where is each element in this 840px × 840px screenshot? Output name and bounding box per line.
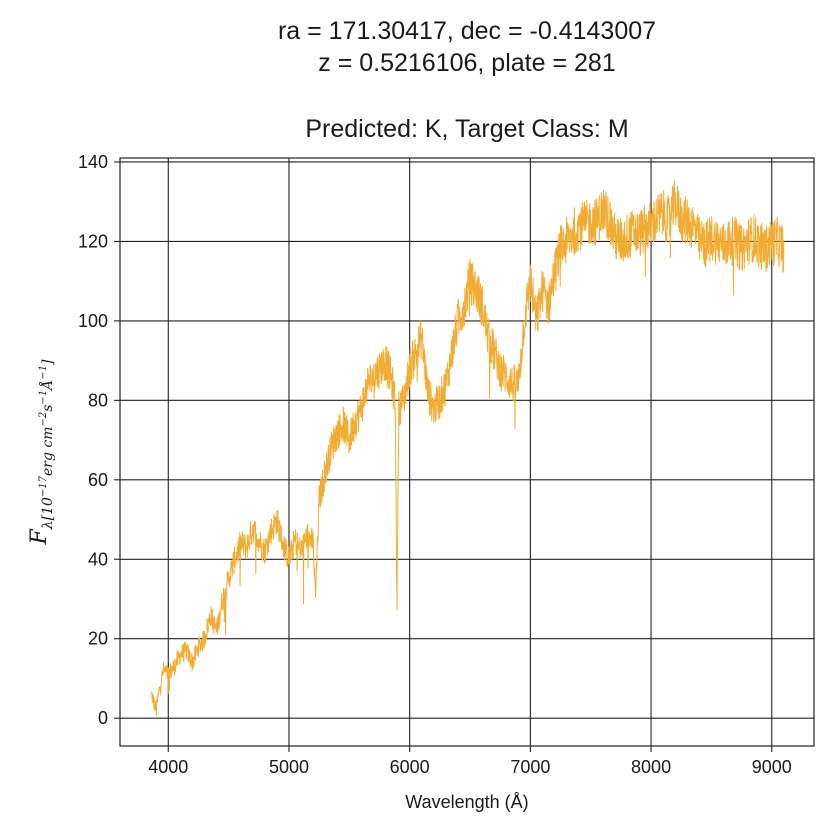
y-tick-label: 100	[78, 311, 108, 331]
x-tick-label: 6000	[390, 757, 430, 777]
y-tick-label: 140	[78, 152, 108, 172]
x-tick-label: 9000	[752, 757, 792, 777]
plot-frame	[119, 157, 815, 747]
y-tick-label: 80	[88, 390, 108, 410]
flux-line	[150, 180, 785, 716]
chart-title-line-2: z = 0.5216106, plate = 281	[318, 49, 616, 77]
y-tick-label: 20	[88, 629, 108, 649]
y-axis-ticks: 0 20 40 60 80 100 120 140	[78, 152, 120, 728]
y-tick-label: 40	[88, 549, 108, 569]
y-axis-label: Fλ[10−17erg cm−2s−1Å−1]	[27, 359, 56, 546]
x-axis-ticks: 4000 5000 6000 7000 8000 9000	[148, 746, 792, 777]
y-tick-label: 0	[98, 708, 108, 728]
x-axis-label: Wavelength (Å)	[405, 792, 528, 812]
x-tick-label: 8000	[631, 757, 671, 777]
chart-title-line-1: ra = 171.30417, dec = -0.4143007	[277, 17, 657, 45]
y-tick-label: 120	[78, 231, 108, 251]
y-tick-label: 60	[88, 470, 108, 490]
chart-title-line-3: Predicted: K, Target Class: M	[305, 115, 629, 143]
x-tick-label: 7000	[510, 757, 550, 777]
x-tick-label: 4000	[148, 757, 188, 777]
x-tick-label: 5000	[269, 757, 309, 777]
